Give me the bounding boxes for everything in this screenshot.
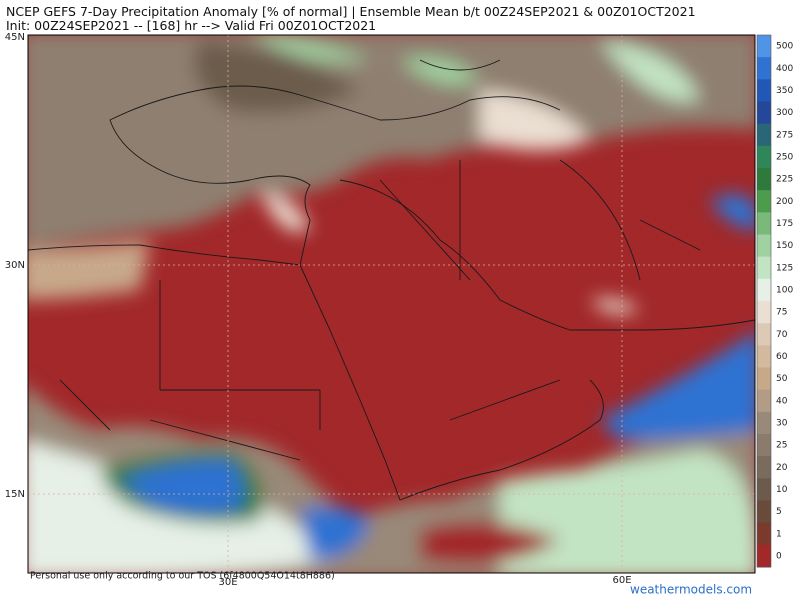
colorbar-label: 175 [776, 219, 793, 229]
colorbar-swatch [757, 190, 771, 213]
colorbar-swatch [757, 456, 771, 479]
lon-label: 30E [218, 577, 237, 588]
colorbar-swatch [757, 389, 771, 413]
colorbar-swatch [757, 79, 771, 102]
colorbar-label: 150 [776, 241, 793, 251]
title: NCEP GEFS 7-Day Precipitation Anomaly [%… [6, 4, 696, 19]
colorbar-label: 10 [776, 485, 788, 495]
lat-label: 30N [5, 260, 25, 271]
colorbar-label: 200 [776, 197, 793, 207]
colorbar-label: 30 [776, 418, 788, 428]
colorbar-swatch [757, 434, 771, 457]
colorbar-label: 400 [776, 64, 793, 74]
usage-notice: Personal use only according to our TOS (… [30, 571, 335, 582]
colorbar-swatch [757, 278, 771, 302]
colorbar-swatch [757, 168, 771, 191]
colorbar-frame [756, 34, 772, 568]
colorbar-swatch [757, 323, 771, 346]
colorbar-swatch [757, 123, 771, 147]
colorbar-swatch [757, 35, 771, 58]
colorbar-swatch [757, 234, 771, 258]
colorbar-label: 40 [776, 396, 788, 406]
colorbar-label: 350 [776, 86, 793, 96]
lat-label: 45N [5, 32, 25, 43]
colorbar: 5004003503002752502252001751501251007570… [756, 34, 793, 568]
colorbar-swatch [757, 301, 771, 324]
colorbar-label: 250 [776, 152, 793, 162]
colorbar-swatch [757, 57, 771, 80]
colorbar-swatch [757, 411, 771, 435]
colorbar-swatch [757, 256, 771, 280]
colorbar-swatch [757, 522, 771, 546]
colorbar-label: 70 [776, 330, 788, 340]
colorbar-swatch [757, 367, 771, 391]
subtitle: Init: 00Z24SEP2021 -- [168] hr --> Valid… [6, 18, 377, 33]
colorbar-label: 5 [776, 507, 782, 517]
colorbar-label: 20 [776, 463, 788, 473]
colorbar-label: 60 [776, 352, 788, 362]
colorbar-swatch [757, 478, 771, 501]
colorbar-label: 1 [776, 529, 782, 539]
lat-label: 15N [5, 489, 25, 500]
colorbar-label: 50 [776, 374, 788, 384]
colorbar-label: 300 [776, 108, 793, 118]
colorbar-label: 75 [776, 308, 787, 318]
lon-label: 60E [612, 575, 631, 586]
colorbar-swatch [757, 101, 771, 125]
watermark: weathermodels.com [630, 583, 752, 597]
colorbar-swatch [757, 145, 771, 169]
colorbar-label: 100 [776, 285, 793, 295]
colorbar-label: 225 [776, 175, 793, 185]
colorbar-label: 125 [776, 263, 793, 273]
colorbar-swatch [757, 212, 771, 235]
colorbar-swatch [757, 500, 771, 524]
colorbar-label: 25 [776, 441, 787, 451]
colorbar-label: 0 [776, 551, 782, 561]
colorbar-swatch [757, 544, 771, 568]
colorbar-swatch [757, 345, 771, 368]
colorbar-label: 275 [776, 130, 793, 140]
map [28, 35, 755, 573]
colorbar-label: 500 [776, 42, 793, 52]
